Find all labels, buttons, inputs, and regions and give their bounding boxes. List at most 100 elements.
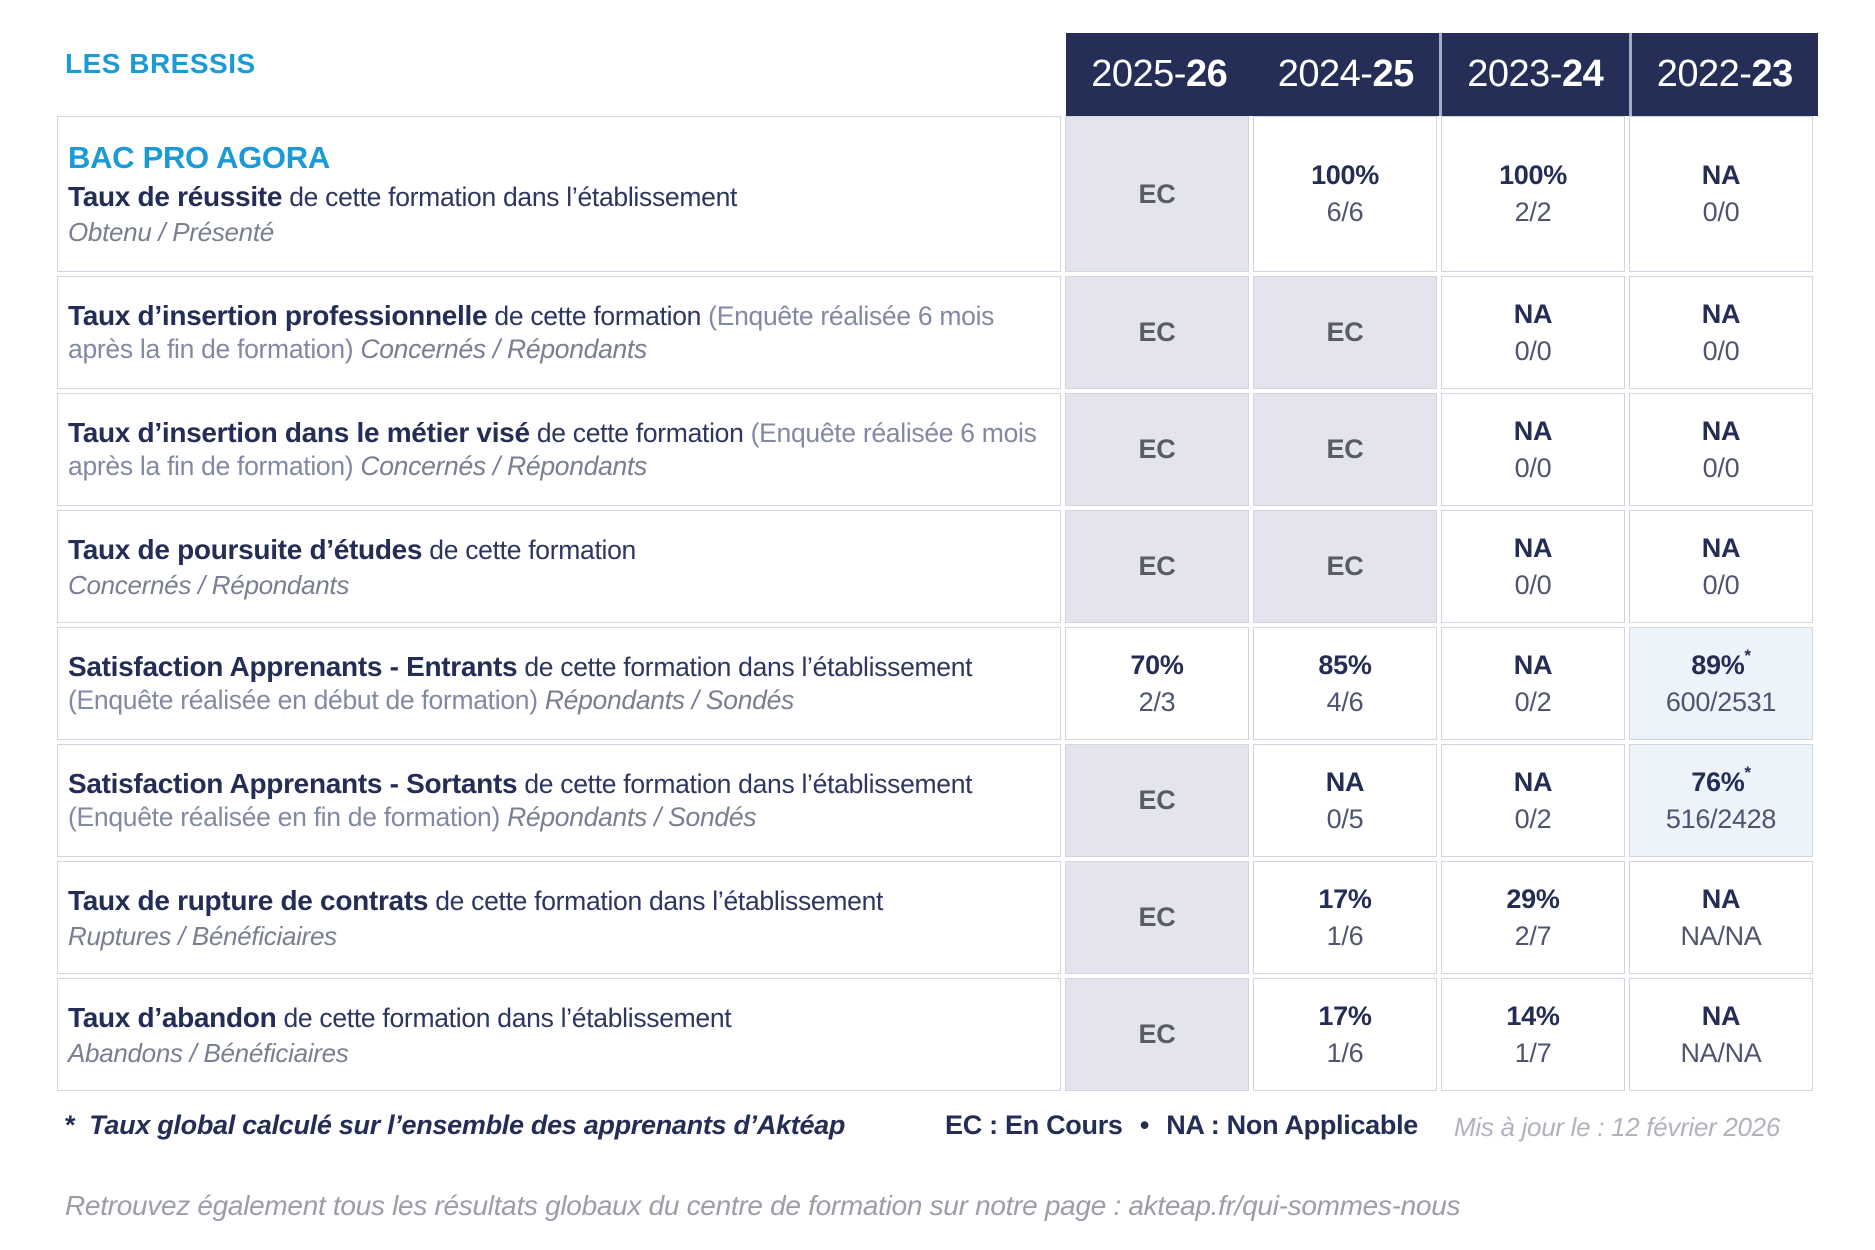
- row-label-poursuite-etudes: Taux de poursuite d’études de cette form…: [57, 510, 1061, 623]
- results-table: BAC PRO AGORA Taux de réussite de cette …: [57, 116, 1813, 1091]
- asterisk-marker: *: [1744, 763, 1751, 782]
- cell-value: EC: [1138, 178, 1176, 209]
- table-cell: NA 0/0: [1441, 276, 1625, 389]
- cell-value: NA: [1701, 160, 1741, 190]
- cell-subvalue: 600/2531: [1665, 687, 1777, 717]
- cell-value: NA: [1513, 415, 1553, 446]
- year-prefix: 2025-: [1091, 53, 1186, 95]
- row-label-taux-de-reussite: BAC PRO AGORA Taux de réussite de cette …: [57, 116, 1061, 272]
- cell-value: NA: [1325, 766, 1365, 797]
- cell-subvalue: 4/6: [1326, 686, 1364, 717]
- cell-value: NA: [1701, 298, 1741, 329]
- row-title: Taux d’abandon de cette formation dans l…: [68, 1001, 732, 1033]
- table-cell: EC: [1065, 393, 1249, 506]
- cell-subvalue: 0/0: [1702, 335, 1740, 366]
- year-column-2022-23: 2022- 23: [1628, 33, 1819, 116]
- cell-value: EC: [1138, 434, 1176, 464]
- site-name: LES BRESSIS: [65, 48, 256, 79]
- table-cell-global-rate: 76%* 516/2428: [1629, 744, 1813, 857]
- table-cell: EC: [1065, 116, 1249, 272]
- table-cell: 14% 1/7: [1441, 978, 1625, 1091]
- table-cell: EC: [1065, 861, 1249, 974]
- table-cell: NA 0/0: [1629, 510, 1813, 623]
- table-cell: EC: [1253, 276, 1437, 389]
- cell-subvalue: 2/3: [1138, 686, 1176, 717]
- year-bold: 24: [1561, 53, 1604, 95]
- row-label-insertion-metier-vise: Taux d’insertion dans le métier visé de …: [57, 393, 1061, 506]
- row-subtitle: Concernés / Répondants: [68, 569, 350, 600]
- cell-subvalue: 0/0: [1702, 197, 1740, 227]
- table-cell: 17% 1/6: [1253, 861, 1437, 974]
- asterisk-marker: *: [1744, 646, 1751, 665]
- cell-value: NA: [1701, 883, 1741, 914]
- cell-value: 17%: [1318, 1000, 1372, 1031]
- cell-value: 29%: [1506, 883, 1560, 914]
- table-cell: 85% 4/6: [1253, 627, 1437, 740]
- table-cell: 70% 2/3: [1065, 627, 1249, 740]
- cell-subvalue: 6/6: [1326, 197, 1364, 227]
- cell-subvalue: 1/7: [1514, 1037, 1552, 1068]
- cell-value: 70%: [1130, 649, 1184, 680]
- table-cell: 29% 2/7: [1441, 861, 1625, 974]
- year-prefix: 2024-: [1277, 53, 1373, 95]
- cell-value: NA: [1513, 766, 1553, 797]
- year-bold: 26: [1185, 53, 1228, 95]
- year-header-row: 2025- 26 2024- 25 2023- 24 2022- 23: [1066, 33, 1818, 116]
- table-cell: EC: [1253, 393, 1437, 506]
- year-prefix: 2022-: [1656, 53, 1752, 95]
- cell-subvalue: 0/2: [1514, 803, 1552, 834]
- footnote-row: * Taux global calculé sur l’ensemble des …: [65, 1110, 1790, 1150]
- row-subtitle: Abandons / Bénéficiaires: [68, 1037, 349, 1068]
- cell-value: 100%: [1311, 160, 1379, 190]
- program-title: BAC PRO AGORA: [68, 140, 330, 175]
- year-column-2024-25: 2024- 25: [1253, 33, 1440, 116]
- table-cell: EC: [1065, 978, 1249, 1091]
- table-cell: 100% 2/2: [1441, 116, 1625, 272]
- row-label-rupture-contrats: Taux de rupture de contrats de cette for…: [57, 861, 1061, 974]
- cell-value: 89%*: [1691, 646, 1751, 680]
- row-title: Satisfaction Apprenants - Entrants de ce…: [68, 651, 973, 715]
- row-title: Taux de réussite de cette formation dans…: [68, 181, 738, 212]
- cell-value: NA: [1701, 1000, 1741, 1031]
- cell-subvalue: 0/0: [1702, 452, 1740, 483]
- bullet-separator: •: [1139, 1110, 1149, 1140]
- cell-subvalue: 0/0: [1514, 335, 1552, 366]
- cell-value: EC: [1326, 434, 1364, 464]
- year-bold: 25: [1372, 53, 1414, 95]
- cell-value: NA: [1513, 298, 1553, 329]
- cell-value: EC: [1326, 317, 1364, 347]
- asterisk-footnote: * Taux global calculé sur l’ensemble des …: [65, 1110, 846, 1140]
- cell-subvalue: 2/2: [1514, 197, 1552, 227]
- cell-subvalue: 0/2: [1514, 686, 1552, 717]
- cell-subvalue: 516/2428: [1665, 804, 1777, 834]
- cell-subvalue: 1/6: [1326, 920, 1364, 951]
- cell-value: EC: [1138, 551, 1176, 581]
- cell-value: 14%: [1506, 1000, 1560, 1031]
- table-cell: 17% 1/6: [1253, 978, 1437, 1091]
- cell-value: NA: [1701, 532, 1741, 563]
- table-cell: NA 0/2: [1441, 627, 1625, 740]
- table-cell-global-rate: 89%* 600/2531: [1629, 627, 1813, 740]
- last-updated-date: Mis à jour le : 12 février 2026: [1454, 1112, 1780, 1142]
- row-title: Taux de poursuite d’études de cette form…: [68, 533, 636, 565]
- year-bold: 23: [1751, 53, 1793, 95]
- table-cell: NA 0/0: [1629, 393, 1813, 506]
- cell-subvalue: 0/5: [1326, 803, 1364, 834]
- table-cell: NA 0/0: [1629, 116, 1813, 272]
- row-subtitle: Ruptures / Bénéficiaires: [68, 920, 337, 951]
- abbreviation-legend: EC : En Cours • NA : Non Applicable: [945, 1110, 1418, 1141]
- table-cell: NA 0/0: [1441, 510, 1625, 623]
- cell-value: EC: [1138, 1019, 1176, 1049]
- table-cell: 100% 6/6: [1253, 116, 1437, 272]
- cell-value: 100%: [1499, 160, 1567, 190]
- year-prefix: 2023-: [1467, 53, 1562, 95]
- row-title: Taux de rupture de contrats de cette for…: [68, 884, 884, 916]
- cell-value: EC: [1326, 551, 1364, 581]
- table-cell: EC: [1065, 276, 1249, 389]
- global-results-note: Retrouvez également tous les résultats g…: [65, 1190, 1461, 1221]
- row-label-insertion-professionnelle: Taux d’insertion professionnelle de cett…: [57, 276, 1061, 389]
- cell-value: NA: [1513, 532, 1553, 563]
- table-cell: EC: [1065, 510, 1249, 623]
- asterisk-symbol: *: [65, 1110, 76, 1140]
